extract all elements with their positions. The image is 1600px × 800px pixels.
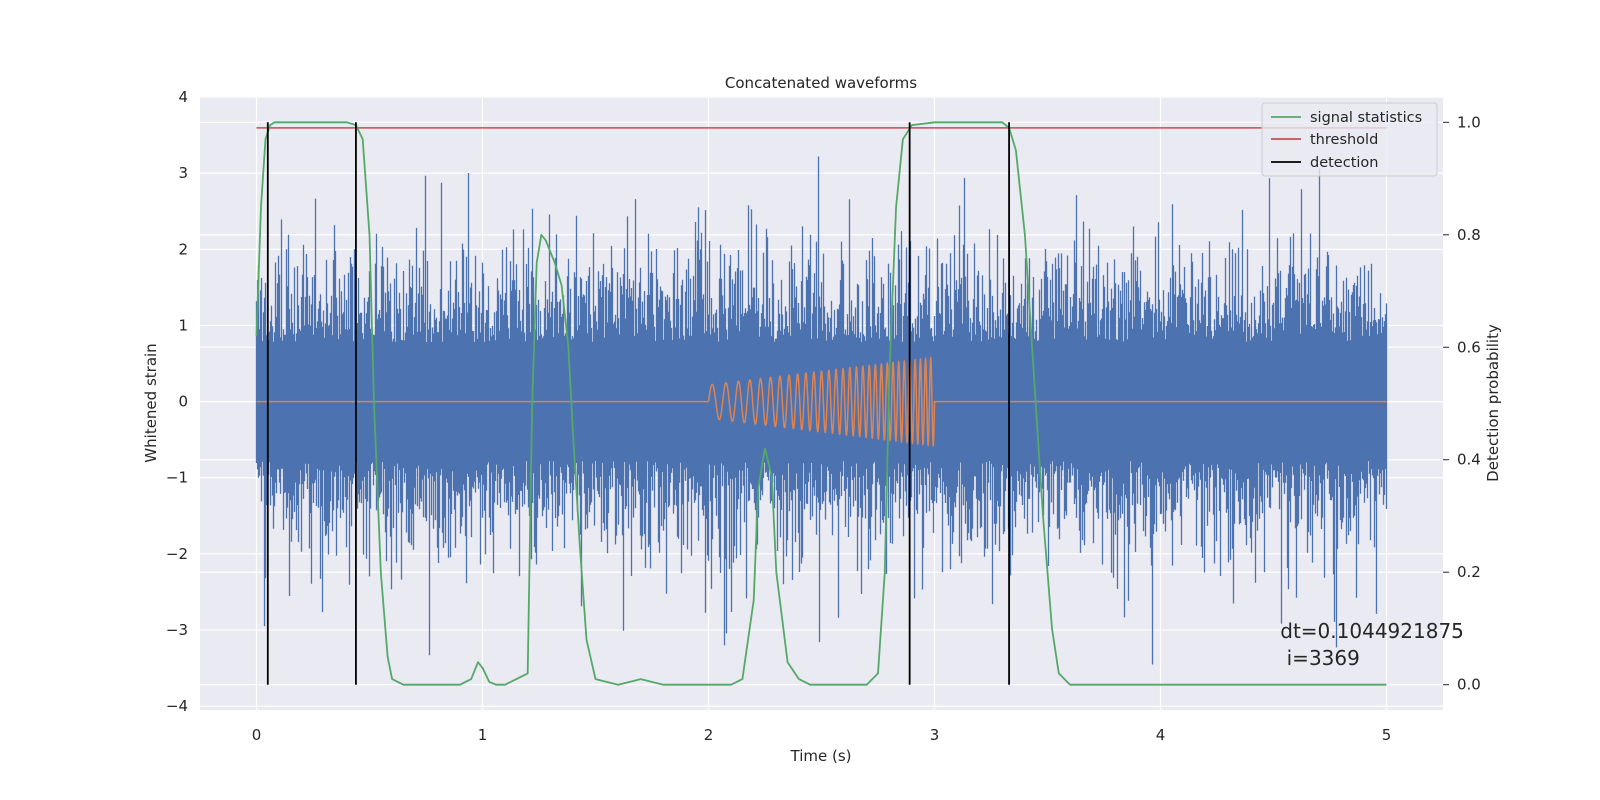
plot-lines [255, 121, 1388, 686]
x-tick-label: 2 [704, 726, 714, 744]
annotation-index: i=3369 [1280, 646, 1360, 670]
legend-label-signal-statistics: signal statistics [1310, 110, 1422, 126]
y-tick-label: 1 [178, 316, 188, 334]
annotation-dt: dt=0.1044921875 [1280, 619, 1464, 643]
y-tick-label: −1 [166, 469, 188, 487]
y2-tick-label: 0.8 [1457, 226, 1481, 244]
y-tick-label: 4 [178, 88, 188, 106]
y-axis-label: Whitened strain [142, 343, 160, 462]
legend-box [1261, 102, 1438, 177]
y2-axis-label: Detection probability [1484, 324, 1502, 482]
y2-tick-label: 1.0 [1457, 113, 1481, 131]
y2-tick-label: 0.2 [1457, 563, 1481, 581]
y-axis-left: −4 −3 −2 −1 0 1 2 3 4 [166, 88, 188, 715]
x-tick-label: 4 [1156, 726, 1166, 744]
x-axis-label: Time (s) [790, 747, 852, 765]
y-tick-label: 3 [178, 164, 188, 182]
x-tick-label: 3 [930, 726, 940, 744]
injection-waveform [256, 356, 1387, 448]
y-tick-label: 0 [178, 393, 188, 411]
y-tick-label: −2 [166, 545, 188, 563]
y-tick-label: 2 [178, 240, 188, 258]
legend-label-detection: detection [1310, 155, 1378, 171]
x-axis: 0 1 2 3 4 5 [252, 726, 1392, 744]
x-tick-label: 0 [252, 726, 262, 744]
y2-tick-label: 0.4 [1457, 451, 1481, 469]
y-tick-label: −4 [166, 697, 188, 715]
x-tick-label: 5 [1382, 726, 1392, 744]
y-tick-label: −3 [166, 621, 188, 639]
y2-tick-label: 0.6 [1457, 338, 1481, 356]
y2-tick-label: 0.0 [1457, 676, 1481, 694]
signal-statistics-line [255, 121, 1387, 686]
legend-label-threshold: threshold [1310, 132, 1378, 148]
legend: signal statistics threshold detection [1261, 102, 1438, 177]
x-tick-label: 1 [478, 726, 488, 744]
y-axis-right: 0.0 0.2 0.4 0.6 0.8 1.0 [1443, 113, 1481, 694]
chart-title: Concatenated waveforms [725, 74, 917, 92]
